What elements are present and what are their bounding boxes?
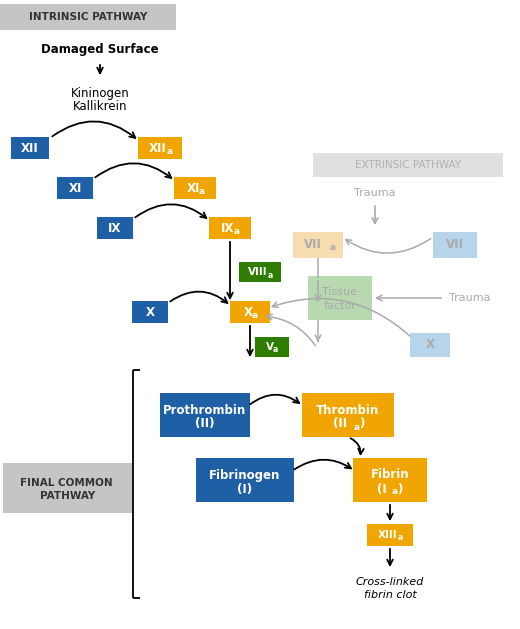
Text: (II): (II) [195, 418, 215, 430]
Text: IX: IX [108, 221, 122, 235]
Text: ): ) [397, 482, 402, 496]
FancyBboxPatch shape [132, 301, 168, 323]
Text: a: a [267, 270, 272, 279]
FancyBboxPatch shape [209, 217, 251, 239]
Text: a: a [354, 423, 360, 431]
Text: Fibrinogen: Fibrinogen [210, 469, 281, 482]
Text: XII: XII [149, 142, 167, 155]
Text: VII: VII [304, 238, 322, 252]
Text: X: X [146, 306, 154, 318]
Text: a: a [166, 147, 172, 155]
Text: a: a [199, 187, 205, 196]
Text: EXTRINSIC PATHWAY: EXTRINSIC PATHWAY [355, 160, 461, 170]
FancyBboxPatch shape [3, 463, 133, 513]
Text: Damaged Surface: Damaged Surface [41, 43, 159, 57]
Text: Thrombin: Thrombin [316, 403, 380, 416]
Text: X: X [425, 338, 435, 352]
Text: XIII: XIII [378, 530, 398, 540]
Text: PATHWAY: PATHWAY [41, 491, 96, 501]
Text: a: a [397, 533, 402, 542]
FancyBboxPatch shape [0, 4, 176, 30]
FancyBboxPatch shape [174, 177, 216, 199]
FancyBboxPatch shape [230, 301, 270, 323]
Text: a: a [234, 226, 240, 235]
Text: Kininogen: Kininogen [71, 87, 129, 99]
Text: V: V [266, 342, 274, 352]
Text: XII: XII [21, 142, 39, 155]
FancyBboxPatch shape [308, 276, 372, 320]
FancyBboxPatch shape [302, 393, 394, 437]
Text: a: a [330, 243, 336, 252]
FancyBboxPatch shape [410, 333, 450, 357]
Text: FINAL COMMON: FINAL COMMON [20, 478, 116, 488]
Text: Trauma: Trauma [449, 293, 491, 303]
Text: Trauma: Trauma [354, 188, 396, 198]
FancyBboxPatch shape [160, 393, 250, 437]
Text: a: a [273, 345, 278, 355]
FancyBboxPatch shape [239, 262, 281, 282]
Text: X: X [243, 306, 253, 318]
Text: Prothrombin: Prothrombin [163, 403, 246, 416]
Text: XI: XI [186, 182, 200, 194]
FancyBboxPatch shape [196, 458, 294, 502]
FancyBboxPatch shape [293, 232, 343, 258]
FancyBboxPatch shape [11, 137, 49, 159]
Text: (I): (I) [238, 482, 253, 496]
Text: VII: VII [446, 238, 464, 252]
FancyBboxPatch shape [57, 177, 93, 199]
FancyBboxPatch shape [313, 153, 503, 177]
Text: a: a [392, 487, 398, 496]
Text: INTRINSIC PATHWAY: INTRINSIC PATHWAY [29, 12, 147, 22]
Text: Cross-linked: Cross-linked [356, 577, 424, 587]
FancyBboxPatch shape [433, 232, 477, 258]
Text: (II: (II [333, 418, 347, 430]
Text: fibrin clot: fibrin clot [363, 590, 417, 600]
FancyBboxPatch shape [255, 337, 289, 357]
Text: (I: (I [377, 482, 387, 496]
Text: XI: XI [68, 182, 82, 194]
Text: ): ) [359, 418, 365, 430]
Text: Fibrin: Fibrin [371, 469, 409, 482]
Text: IX: IX [222, 221, 235, 235]
Text: a: a [251, 311, 257, 320]
FancyBboxPatch shape [138, 137, 182, 159]
FancyBboxPatch shape [367, 524, 413, 546]
Text: Tissue: Tissue [322, 287, 358, 297]
FancyBboxPatch shape [353, 458, 427, 502]
Text: Kallikrein: Kallikrein [73, 101, 127, 113]
FancyBboxPatch shape [97, 217, 133, 239]
Text: VIII: VIII [248, 267, 268, 277]
Text: factor: factor [323, 301, 356, 311]
